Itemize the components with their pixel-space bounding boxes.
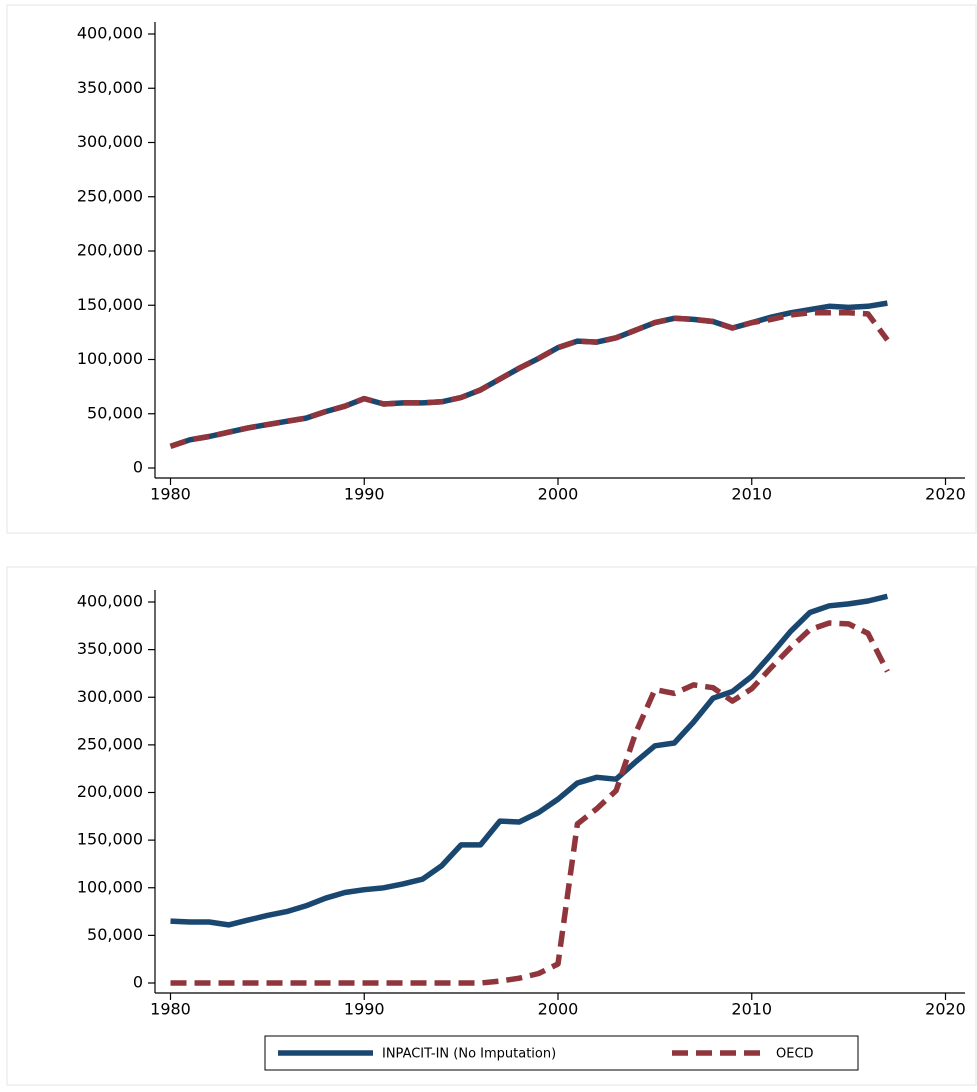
y-tick-label: 250,000 — [77, 734, 143, 753]
x-tick-label: 2010 — [731, 1000, 772, 1019]
y-tick-label: 200,000 — [77, 782, 143, 801]
y-tick-label: 100,000 — [77, 349, 143, 368]
x-tick-label: 2010 — [731, 485, 772, 504]
y-tick-label: 400,000 — [77, 24, 143, 43]
series-line — [170, 620, 890, 986]
y-tick-label: 0 — [133, 973, 143, 992]
series-line — [169, 310, 890, 449]
x-tick-label: 1980 — [150, 485, 191, 504]
y-tick-label: 250,000 — [77, 186, 143, 205]
y-tick-label: 100,000 — [77, 877, 143, 896]
y-tick-label: 300,000 — [77, 132, 143, 151]
panel — [6, 4, 977, 534]
y-tick-label: 400,000 — [77, 592, 143, 611]
y-tick-label: 0 — [133, 458, 143, 477]
legend-label: OECD — [776, 1047, 814, 1062]
panel — [6, 566, 977, 1086]
x-tick-label: 1990 — [344, 485, 385, 504]
y-tick-label: 350,000 — [77, 78, 143, 97]
y-tick-label: 50,000 — [87, 925, 143, 944]
x-tick-label: 2000 — [538, 1000, 579, 1019]
x-tick-label: 2020 — [925, 1000, 966, 1019]
y-tick-label: 200,000 — [77, 241, 143, 260]
legend-label: INPACIT-IN (No Imputation) — [382, 1047, 556, 1062]
y-tick-label: 150,000 — [77, 830, 143, 849]
x-tick-label: 1990 — [344, 1000, 385, 1019]
y-tick-label: 350,000 — [77, 639, 143, 658]
y-tick-label: 150,000 — [77, 295, 143, 314]
x-tick-label: 1980 — [150, 1000, 191, 1019]
series-line — [170, 593, 889, 928]
y-tick-label: 50,000 — [87, 403, 143, 422]
x-tick-label: 2000 — [538, 485, 579, 504]
y-tick-label: 300,000 — [77, 687, 143, 706]
x-tick-label: 2020 — [925, 485, 966, 504]
